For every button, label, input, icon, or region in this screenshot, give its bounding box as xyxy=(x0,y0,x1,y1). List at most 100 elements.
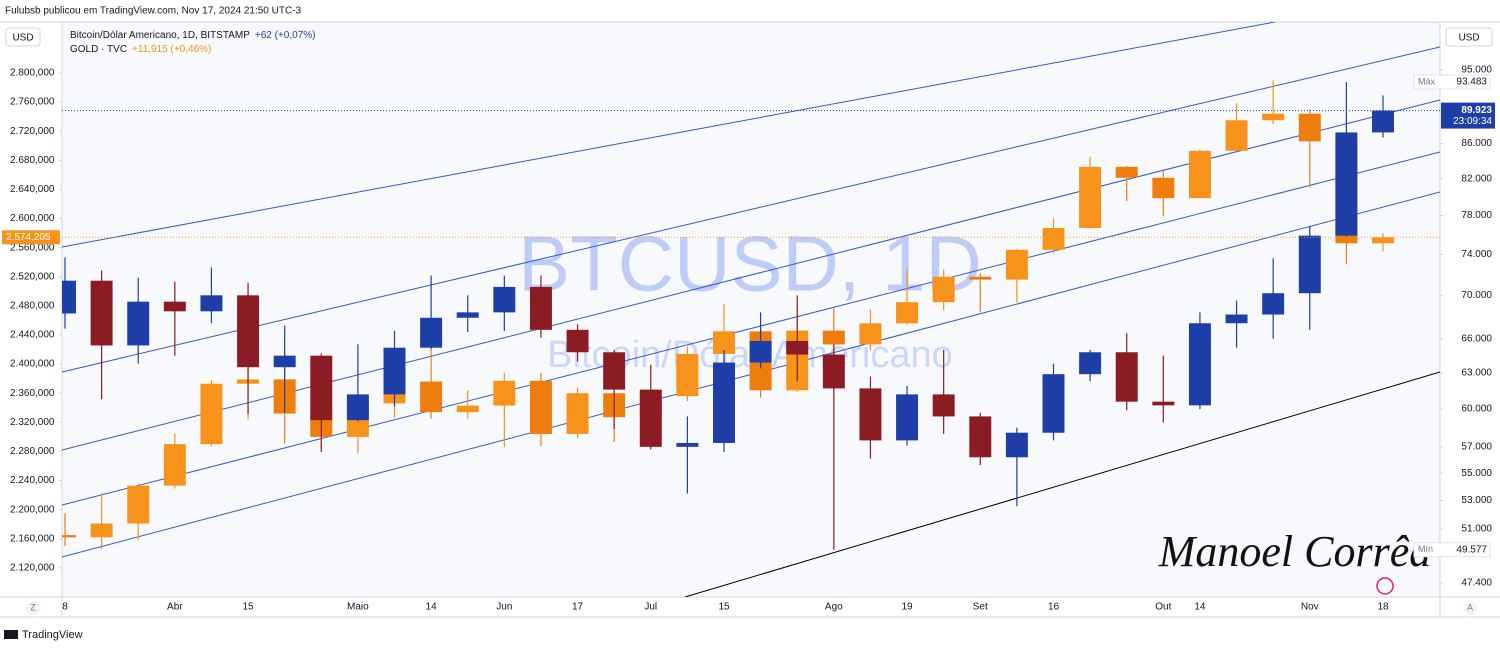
candle-body xyxy=(859,388,882,441)
candle-body xyxy=(859,323,882,345)
y-tick-label: 2.240,000 xyxy=(10,475,55,486)
candle-body xyxy=(1262,293,1285,315)
y-tick-label: 2.520,000 xyxy=(10,271,55,282)
scale-button[interactable] xyxy=(26,601,40,615)
y-tick-label: 2.160,000 xyxy=(10,533,55,544)
candle-body xyxy=(420,317,443,348)
candle-body xyxy=(566,393,589,434)
scale-button-label: Z xyxy=(30,602,36,612)
candle-body xyxy=(420,381,443,413)
y2-tick-label: 82.000 xyxy=(1461,173,1492,184)
x-tick-label: 15 xyxy=(242,602,254,613)
y-tick-label: 2.640,000 xyxy=(10,184,55,195)
legend-entry: GOLD · TVC +11,915 (+0,46%) xyxy=(70,44,211,55)
candle-body xyxy=(310,355,333,421)
candle-body xyxy=(273,355,296,368)
marker-value: 49.577 xyxy=(1456,544,1487,555)
x-tick-label: 19 xyxy=(901,602,913,613)
candle-body xyxy=(896,302,919,324)
candle-body xyxy=(1042,227,1065,250)
marker-label: Máx xyxy=(1418,76,1436,86)
candle-body xyxy=(822,330,845,345)
candle-body xyxy=(1298,113,1321,142)
candle-body xyxy=(529,286,552,330)
x-tick-label: 17 xyxy=(572,602,584,613)
left-axis-unit: USD xyxy=(12,33,33,44)
y-tick-label: 2.320,000 xyxy=(10,417,55,428)
price-tag-label: 2.574,205 xyxy=(6,232,51,243)
y-tick-label: 2.360,000 xyxy=(10,388,55,399)
price-tag xyxy=(1441,102,1495,129)
legend-name: GOLD · TVC xyxy=(70,44,127,55)
candle-body xyxy=(786,340,809,355)
x-tick-label: 18 xyxy=(1377,602,1389,613)
candle-body xyxy=(493,380,516,406)
y-tick-label: 2.560,000 xyxy=(10,242,55,253)
currency-box[interactable] xyxy=(5,27,41,47)
x-tick-label: Out xyxy=(1155,602,1171,613)
scale-button-label: A xyxy=(1467,602,1473,612)
brand: TradingView xyxy=(22,629,83,641)
y2-tick-label: 53.000 xyxy=(1461,495,1492,506)
y2-tick-label: 78.000 xyxy=(1461,210,1492,221)
candle-body xyxy=(1152,177,1175,199)
legend-entry: Bitcoin/Dólar Americano, 1D, BITSTAMP +62… xyxy=(70,30,315,41)
x-tick-label: Abr xyxy=(167,602,183,613)
y-tick-label: 2.120,000 xyxy=(10,563,55,574)
candle-body xyxy=(1372,110,1394,133)
x-tick-label: 14 xyxy=(1194,602,1206,613)
brand-logo xyxy=(4,630,18,639)
candle-body xyxy=(1005,249,1028,280)
y-tick-label: 2.200,000 xyxy=(10,504,55,515)
channel-line xyxy=(62,151,1440,506)
price-tag-label: 89.923 xyxy=(1461,105,1492,116)
candle-body xyxy=(1042,374,1065,433)
y-tick-label: 2.800,000 xyxy=(10,68,55,79)
candle-body xyxy=(969,416,992,458)
candle-body xyxy=(1372,237,1394,244)
channel-line xyxy=(62,46,1440,373)
x-tick-label: Jun xyxy=(496,602,512,613)
y2-tick-label: 47.400 xyxy=(1461,578,1492,589)
candles xyxy=(62,80,1394,550)
y-tick-label: 2.400,000 xyxy=(10,359,55,370)
candle-body xyxy=(1335,132,1358,236)
y-tick-label: 2.440,000 xyxy=(10,330,55,341)
candle-body xyxy=(603,352,626,390)
scale-button[interactable] xyxy=(1463,601,1477,615)
candle-body xyxy=(200,295,223,312)
legend-change: +11,915 (+0,46%) xyxy=(132,44,211,55)
plot-area xyxy=(62,22,1440,597)
icon[interactable] xyxy=(1376,577,1394,595)
candle-body xyxy=(896,394,919,441)
candle-body xyxy=(1225,120,1248,151)
x-tick-label: Set xyxy=(973,602,988,613)
candle-body xyxy=(969,276,992,280)
candle-body xyxy=(676,442,699,447)
y2-tick-label: 60.000 xyxy=(1461,404,1492,415)
countdown: 23:09:34 xyxy=(1453,116,1492,127)
header: Fulubsb publicou em TradingView.com, Nov… xyxy=(5,6,302,17)
y2-tick-label: 66.000 xyxy=(1461,333,1492,344)
candle-body xyxy=(62,535,76,538)
candle-body xyxy=(163,444,186,486)
x-tick-label: Nov xyxy=(1301,602,1319,613)
channel-line xyxy=(62,22,1276,248)
candle-body xyxy=(1115,352,1138,402)
candle-body xyxy=(822,354,845,389)
candle-body xyxy=(62,280,76,314)
candle-body xyxy=(1188,323,1211,406)
candle-body xyxy=(1115,166,1138,178)
y-tick-label: 2.760,000 xyxy=(10,97,55,108)
currency-box[interactable] xyxy=(1445,27,1493,47)
candle-body xyxy=(90,523,113,538)
candle-body xyxy=(127,485,150,524)
signature: Manoel Corrêa xyxy=(1158,527,1432,576)
trend-line xyxy=(684,371,1440,597)
candle-body xyxy=(749,340,772,363)
y-tick-label: 2.680,000 xyxy=(10,155,55,166)
candle-body xyxy=(1298,235,1321,294)
y2-tick-label: 86.000 xyxy=(1461,138,1492,149)
candle-body xyxy=(713,362,735,443)
candle-body xyxy=(932,276,955,303)
